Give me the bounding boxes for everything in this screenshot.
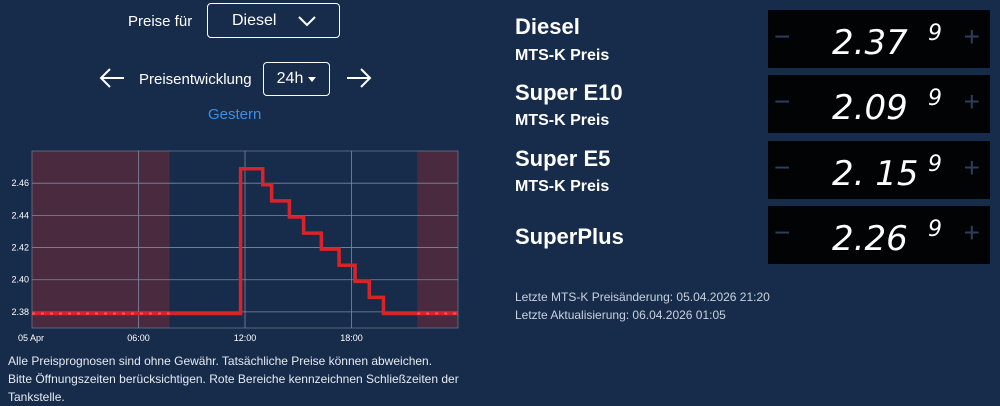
disclaimer-line-2: Bitte Öffnungszeiten berücksichtigen. Ro…: [8, 372, 459, 386]
fuel-name-diesel: Diesel: [515, 14, 580, 39]
last-update-info: Letzte Aktualisierung: 06.04.2026 01:05: [515, 308, 726, 322]
range-select[interactable]: 24h: [263, 62, 330, 96]
arrow-left-icon[interactable]: [98, 66, 126, 90]
caret-down-icon: [308, 76, 317, 82]
y-tick-label: 2.46: [11, 178, 29, 188]
arrow-right-icon[interactable]: [345, 66, 373, 90]
last-change-info: Letzte MTS-K Preisänderung: 05.04.2026 2…: [515, 290, 770, 304]
x-tick-label: 05 Apr: [18, 333, 44, 343]
fuel-sub-e10: MTS-K Preis: [515, 112, 610, 129]
decrease-button[interactable]: −: [774, 152, 791, 183]
price-superscript: 9: [928, 21, 942, 46]
price-step-line: [32, 166, 458, 316]
price-display: 2.37 9: [832, 21, 942, 62]
prices-for-label: Preise für: [128, 13, 193, 30]
increase-button[interactable]: +: [963, 21, 980, 52]
increase-button[interactable]: +: [963, 152, 980, 183]
price-display: 2.09 9: [832, 86, 942, 127]
price-chart: 2.38 2.40 2.42 2.44 2.46 05 Apr 06:00 12:00 18:0…: [11, 150, 459, 343]
decrease-button[interactable]: −: [774, 217, 791, 248]
fuel-name-e10: Super E10: [515, 80, 623, 105]
price-main: 2.09: [832, 88, 908, 127]
price-superscript: 9: [928, 152, 942, 177]
closed-range: [417, 151, 458, 328]
range-select-value: 24h: [276, 70, 304, 87]
fuel-sub-diesel: MTS-K Preis: [515, 47, 610, 64]
price-main: 2.37: [832, 23, 908, 62]
y-tick-label: 2.44: [11, 210, 29, 220]
disclaimer-line-1: Alle Preisprognosen sind ohne Gewähr. Ta…: [8, 354, 433, 368]
price-main: 2. 15: [832, 154, 919, 193]
x-tick-label: 18:00: [340, 333, 363, 343]
y-tick-label: 2.40: [11, 275, 29, 285]
increase-button[interactable]: +: [963, 217, 980, 248]
plot-border: [31, 150, 459, 329]
price-main: 2.26: [832, 219, 908, 258]
decrease-button[interactable]: −: [774, 21, 791, 52]
chevron-down-icon: [298, 15, 316, 26]
yesterday-link[interactable]: Gestern: [208, 106, 262, 123]
price-box-superplus: − 2.26 9 +: [768, 206, 990, 264]
trend-label: Preisentwicklung: [139, 71, 252, 88]
closed-range: [32, 151, 170, 328]
fuel-select-value: Diesel: [232, 11, 277, 29]
fuel-name-e5: Super E5: [515, 146, 611, 171]
decrease-button[interactable]: −: [774, 86, 791, 117]
fuel-sub-e5: MTS-K Preis: [515, 178, 610, 195]
fuel-name-superplus: SuperPlus: [515, 224, 624, 249]
increase-button[interactable]: +: [963, 86, 980, 117]
price-box-e5: − 2. 15 9 +: [768, 141, 990, 199]
disclaimer: Alle Preisprognosen sind ohne Gewähr. Ta…: [8, 352, 478, 406]
price-superscript: 9: [928, 86, 942, 111]
price-display: 2.26 9: [832, 217, 942, 258]
y-tick-label: 2.42: [11, 243, 29, 253]
price-superscript: 9: [928, 217, 942, 242]
price-box-diesel: − 2.37 9 +: [768, 10, 990, 68]
price-display: 2. 15 9: [832, 152, 942, 193]
y-tick-label: 2.38: [11, 307, 29, 317]
disclaimer-line-3: Tankstelle.: [8, 390, 65, 404]
fuel-select[interactable]: Diesel: [207, 3, 340, 38]
x-tick-label: 06:00: [127, 333, 150, 343]
x-tick-label: 12:00: [234, 333, 257, 343]
price-box-e10: − 2.09 9 +: [768, 75, 990, 133]
